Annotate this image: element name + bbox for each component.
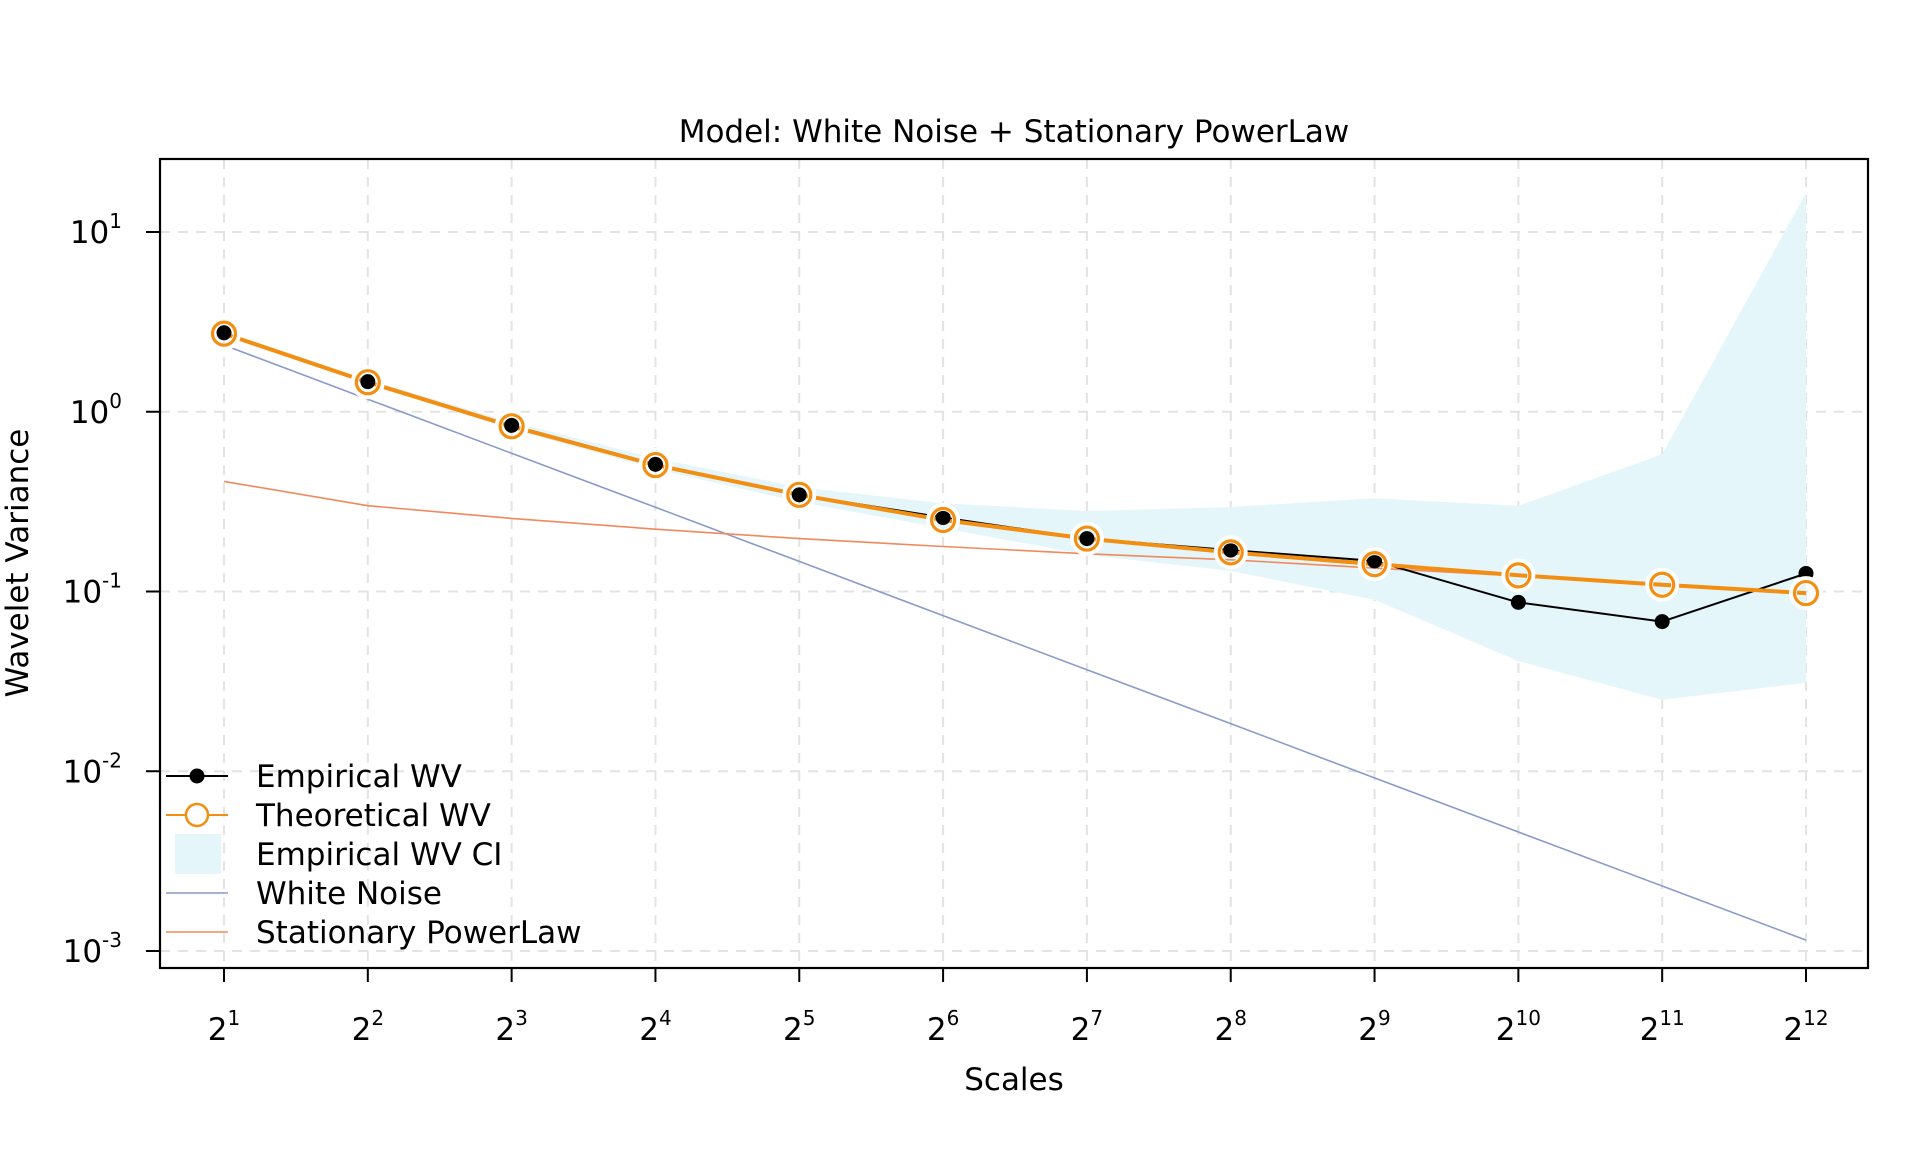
- theoretical-point-3: [642, 451, 669, 479]
- legend-marker-1: [184, 802, 210, 828]
- series-line-2: [223, 344, 1807, 941]
- ci-band-area: [224, 192, 1806, 700]
- x-tick-label-2: 23: [495, 1006, 527, 1048]
- empirical-point-10: [1654, 614, 1670, 630]
- theoretical-point-6: [1073, 525, 1101, 552]
- y-axis: 101 100 10-1 10-2 10-3: [63, 209, 160, 970]
- legend-label-2: Empirical WV CI: [256, 837, 502, 873]
- series-lines: [223, 331, 1807, 941]
- theoretical-point-1: [354, 369, 381, 396]
- x-tick-label-3: 24: [639, 1006, 671, 1048]
- y-tick-label-4: 10-3: [63, 928, 122, 970]
- x-tick-label-5: 26: [927, 1006, 959, 1048]
- empirical-point-8: [1367, 553, 1383, 569]
- x-tick-label-10: 211: [1640, 1006, 1685, 1048]
- legend-swatch-2: [175, 834, 221, 874]
- theoretical-point-7: [1217, 539, 1244, 566]
- y-tick-label-0: 101: [70, 209, 122, 251]
- legend-label-1: Theoretical WV: [255, 798, 491, 834]
- x-tick-label-9: 210: [1496, 1006, 1541, 1048]
- x-tick-label-6: 27: [1071, 1006, 1103, 1048]
- theoretical-point-10: [1649, 571, 1676, 598]
- theoretical-point-4: [786, 481, 813, 508]
- legend-marker-0: [189, 768, 205, 784]
- empirical-point-0: [216, 325, 232, 341]
- x-tick-label-0: 21: [208, 1006, 240, 1048]
- plot-frame: [158, 157, 1870, 970]
- empirical-point-7: [1223, 542, 1239, 558]
- series-points: [207, 316, 1823, 630]
- legend-label-3: White Noise: [256, 876, 442, 912]
- x-tick-label-1: 22: [352, 1006, 384, 1048]
- x-tick-label-4: 25: [783, 1006, 815, 1048]
- x-axis-label: Scales: [964, 1062, 1064, 1098]
- empirical-point-3: [647, 456, 663, 472]
- series-line-1: [223, 331, 1807, 596]
- theoretical-point-9: [1505, 562, 1532, 589]
- theoretical-point-2: [498, 413, 525, 440]
- x-tick-label-7: 28: [1214, 1006, 1246, 1048]
- theoretical-point-0: [210, 320, 238, 347]
- theoretical-point-8: [1361, 551, 1388, 578]
- x-tick-label-8: 29: [1358, 1006, 1390, 1048]
- legend-label-4: Stationary PowerLaw: [256, 915, 582, 951]
- legend-label-0: Empirical WV: [256, 759, 462, 795]
- y-tick-label-2: 10-1: [63, 569, 122, 611]
- empirical-point-4: [791, 487, 807, 503]
- ci-band: [224, 192, 1806, 700]
- empirical-point-1: [360, 374, 376, 390]
- y-tick-label-3: 10-2: [63, 748, 122, 790]
- y-tick-label-1: 100: [70, 389, 122, 431]
- empirical-point-6: [1079, 531, 1095, 547]
- theoretical-point-5: [929, 506, 957, 534]
- chart-title: Model: White Noise + Stationary PowerLaw: [679, 114, 1350, 150]
- x-tick-label-11: 212: [1783, 1006, 1828, 1048]
- empirical-point-9: [1510, 594, 1526, 610]
- y-axis-label: Wavelet Variance: [0, 429, 36, 698]
- theoretical-point-11: [1792, 579, 1820, 607]
- empirical-point-2: [504, 417, 520, 433]
- empirical-point-5: [935, 510, 951, 526]
- x-axis: 21 22 23 24 25 26 27 28 29 210 211 212: [208, 968, 1829, 1048]
